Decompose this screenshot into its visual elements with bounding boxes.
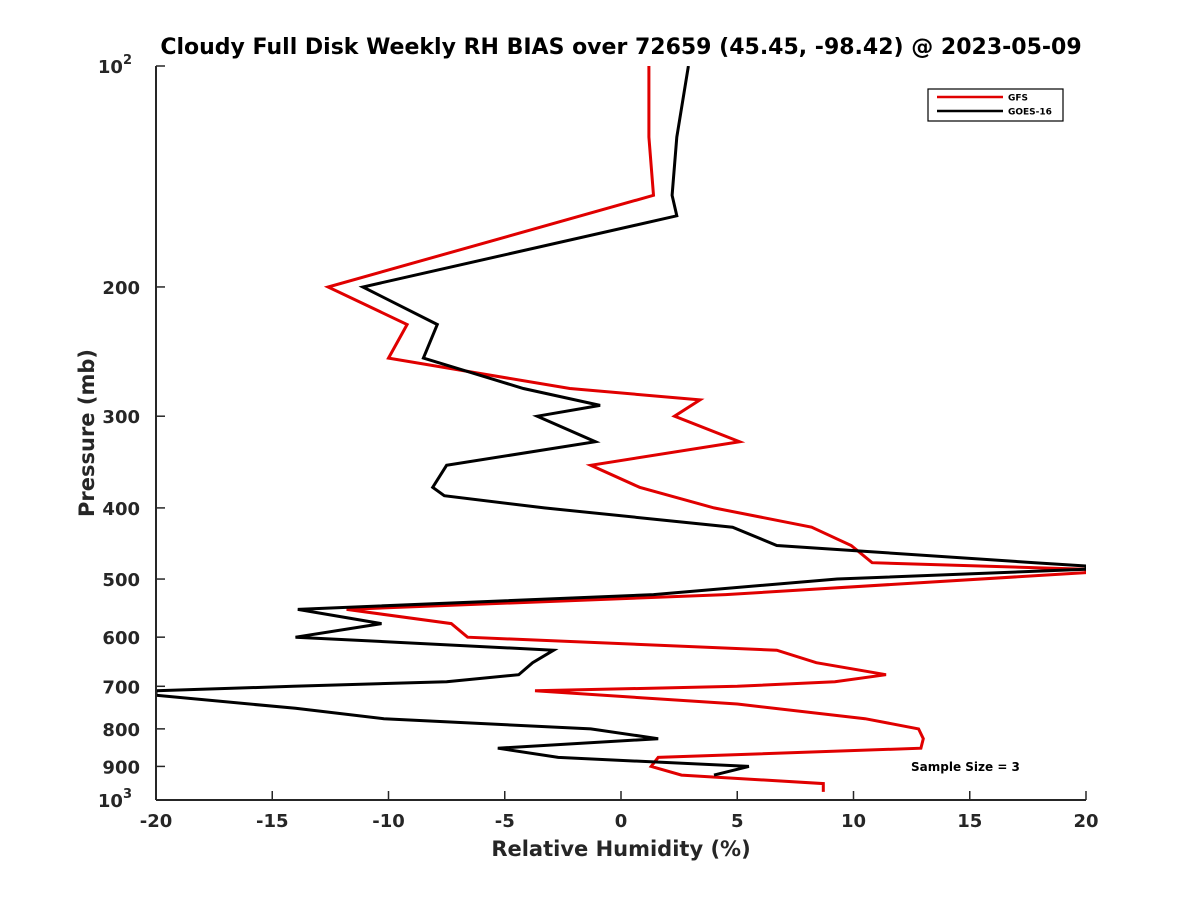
x-tick-label: -15 (256, 811, 289, 832)
plot-area: -20 -15 -10 -5 0 5 10 15 20 10220030040050060070… (98, 53, 1099, 832)
y-tick-label: 600 (102, 628, 140, 649)
y-tick-label: 400 (102, 499, 140, 520)
x-tick-label: -20 (140, 811, 173, 832)
y-tick-label: 700 (102, 677, 140, 698)
x-tick-label: 20 (1073, 811, 1098, 832)
x-tick-label: 10 (841, 811, 866, 832)
x-tick-label: 0 (615, 811, 628, 832)
y-tick-label: 500 (102, 570, 140, 591)
series-line-goes16 (156, 66, 1086, 777)
chart-title: Cloudy Full Disk Weekly RH BIAS over 726… (160, 35, 1081, 60)
x-ticks: -20 -15 -10 -5 0 5 10 15 20 (140, 791, 1099, 832)
legend-label-gfs: GFS (1008, 94, 1028, 104)
legend-label-goes16: GOES-16 (1008, 108, 1052, 118)
x-tick-label: -10 (372, 811, 405, 832)
x-tick-label: -5 (495, 811, 515, 832)
series-line-gfs (323, 66, 1086, 792)
legend: GFS GOES-16 (927, 88, 1064, 122)
plot-background (156, 66, 1086, 800)
y-tick-label: 200 (102, 278, 140, 299)
series-layer (156, 66, 1086, 792)
x-tick-label: 5 (731, 811, 744, 832)
x-tick-label: 15 (957, 811, 982, 832)
legend-box (927, 88, 1064, 122)
sample-size-annotation: Sample Size = 3 (911, 760, 1020, 774)
y-tick-label: 300 (102, 407, 140, 428)
y-axis-label: Pressure (mb) (75, 349, 99, 517)
x-axis-label: Relative Humidity (%) (491, 837, 750, 861)
y-tick-label: 800 (102, 720, 140, 741)
y-tick-label: 900 (102, 757, 140, 778)
